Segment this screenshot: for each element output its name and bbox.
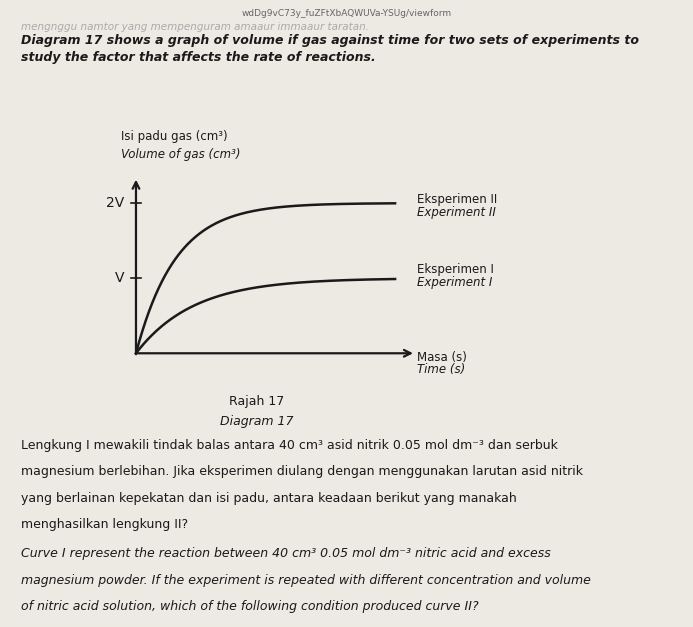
Text: Lengkung I mewakili tindak balas antara 40 cm³ asid nitrik 0.05 mol dm⁻³ dan ser: Lengkung I mewakili tindak balas antara … [21,439,558,452]
Text: Diagram 17: Diagram 17 [220,415,293,428]
Text: magnesium powder. If the experiment is repeated with different concentration and: magnesium powder. If the experiment is r… [21,574,590,587]
Text: Time (s): Time (s) [417,363,466,376]
Text: 2V: 2V [106,196,124,210]
Text: wdDg9vC73y_fuZFtXbAQWUVa-YSUg/viewform: wdDg9vC73y_fuZFtXbAQWUVa-YSUg/viewform [241,9,452,18]
Text: Volume of gas (cm³): Volume of gas (cm³) [121,147,240,161]
Text: study the factor that affects the rate of reactions.: study the factor that affects the rate o… [21,51,376,65]
Text: V: V [115,271,124,285]
Text: Eksperimen I: Eksperimen I [417,263,494,276]
Text: menghasilkan lengkung II?: menghasilkan lengkung II? [21,518,188,531]
Text: Experiment I: Experiment I [417,276,493,289]
Text: Isi padu gas (cm³): Isi padu gas (cm³) [121,130,228,143]
Text: Eksperimen II: Eksperimen II [417,193,498,206]
Text: Rajah 17: Rajah 17 [229,395,284,408]
Text: Masa (s): Masa (s) [417,350,467,364]
Text: Curve I represent the reaction between 40 cm³ 0.05 mol dm⁻³ nitric acid and exce: Curve I represent the reaction between 4… [21,547,550,561]
Text: magnesium berlebihan. Jika eksperimen diulang dengan menggunakan larutan asid ni: magnesium berlebihan. Jika eksperimen di… [21,465,583,478]
Text: Diagram 17 shows a graph of volume if gas against time for two sets of experimen: Diagram 17 shows a graph of volume if ga… [21,34,639,48]
Text: Experiment II: Experiment II [417,206,496,219]
Text: of nitric acid solution, which of the following condition produced curve II?: of nitric acid solution, which of the fo… [21,600,478,613]
Text: yang berlainan kepekatan dan isi padu, antara keadaan berikut yang manakah: yang berlainan kepekatan dan isi padu, a… [21,492,516,505]
Text: mengnggu namtor yang mempenguram amaaur immaaur taratan.: mengnggu namtor yang mempenguram amaaur … [21,22,369,32]
